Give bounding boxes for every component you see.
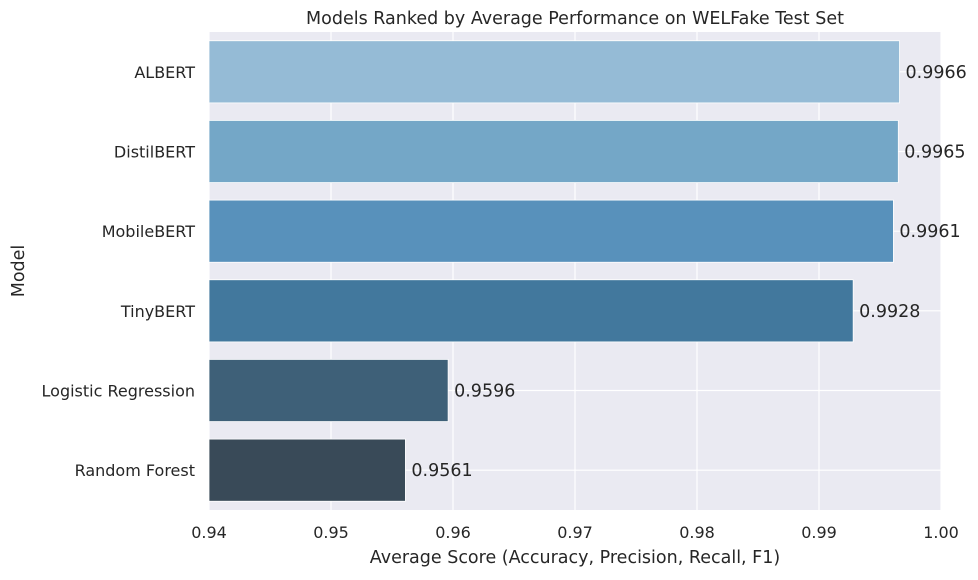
bar — [208, 40, 900, 104]
bars — [208, 40, 900, 502]
bar-value-label: 0.9596 — [454, 382, 515, 402]
bar-value-label: 0.9928 — [859, 302, 920, 322]
y-axis-label: Model — [9, 245, 29, 298]
x-tick-label: 0.94 — [191, 523, 227, 542]
x-tick-label: 0.98 — [679, 523, 715, 542]
x-tick-label: 1.00 — [923, 523, 959, 542]
bar — [208, 279, 854, 343]
bar-value-label: 0.9561 — [411, 461, 472, 481]
bar-value-labels: 0.9966 0.9965 0.9961 0.9928 0.9596 0.9561 — [411, 63, 966, 481]
y-tick-label: TinyBERT — [120, 302, 195, 321]
y-tick-label: Random Forest — [75, 461, 195, 480]
bar — [208, 199, 894, 263]
bar-value-label: 0.9966 — [906, 63, 967, 83]
bar — [208, 359, 449, 422]
x-tick-label: 0.95 — [313, 523, 349, 542]
y-tick-label: MobileBERT — [102, 222, 196, 241]
bar-value-label: 0.9965 — [904, 143, 965, 163]
x-tick-label: 0.99 — [801, 523, 837, 542]
y-tick-label: ALBERT — [134, 63, 195, 82]
bar — [208, 120, 899, 183]
bar-value-label: 0.9961 — [899, 222, 960, 242]
x-tick-labels: 0.94 0.95 0.96 0.97 0.98 0.99 1.00 — [191, 523, 959, 542]
y-tick-label: DistilBERT — [114, 143, 195, 162]
bar — [208, 438, 406, 502]
x-axis-label: Average Score (Accuracy, Precision, Reca… — [370, 548, 780, 568]
x-tick-label: 0.97 — [557, 523, 593, 542]
chart-title: Models Ranked by Average Performance on … — [306, 9, 844, 29]
x-tick-label: 0.96 — [435, 523, 471, 542]
y-tick-labels: ALBERT DistilBERT MobileBERT TinyBERT Logist… — [42, 63, 196, 480]
y-tick-label: Logistic Regression — [42, 382, 195, 401]
